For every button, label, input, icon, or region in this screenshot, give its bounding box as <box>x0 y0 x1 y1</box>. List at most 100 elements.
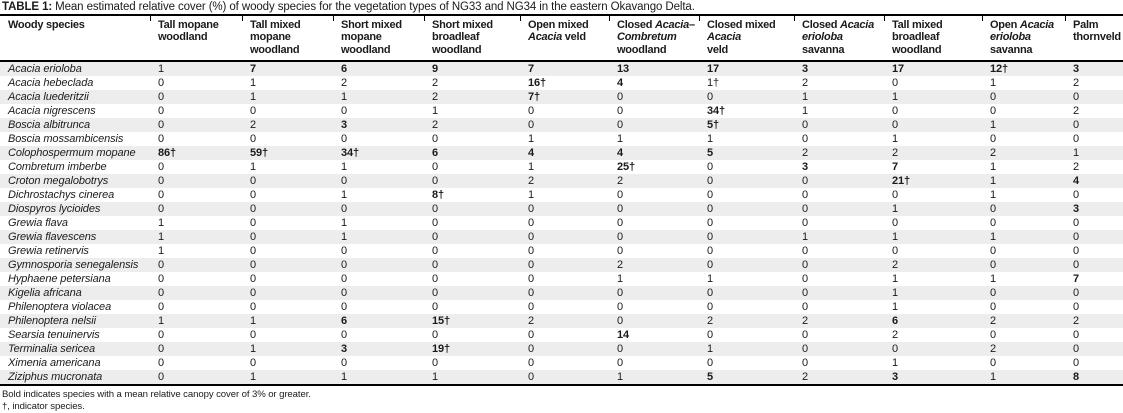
cover-value: 59† <box>250 147 269 160</box>
cover-value: 0 <box>707 203 714 216</box>
cover-value: 0 <box>707 329 714 342</box>
cover-value: 0 <box>707 231 714 244</box>
cover-value: 0 <box>802 217 809 230</box>
cover-value: 0 <box>432 133 439 146</box>
cover-value: 1 <box>250 161 257 174</box>
cover-value: 0 <box>990 203 997 216</box>
cover-value: 0 <box>341 105 348 118</box>
cover-value: 7† <box>528 91 541 104</box>
cover-value: 0 <box>707 175 714 188</box>
cover-value: 5† <box>707 119 720 132</box>
cover-value: 0 <box>617 105 624 118</box>
cover-value: 0 <box>802 329 809 342</box>
column-header: Closed Acacia– Combretum woodland <box>609 15 699 61</box>
cover-value: 0 <box>158 329 165 342</box>
cover-value: 0 <box>341 357 348 370</box>
cover-value: 1 <box>432 105 439 118</box>
cover-value: 0 <box>1073 357 1080 370</box>
table-row: Grewia flava 1 0 1 0 0 0 0 0 0 0 0 <box>0 216 1123 230</box>
cover-value: 1 <box>250 91 257 104</box>
cover-value: 3 <box>892 371 899 384</box>
cover-value: 1 <box>158 245 165 258</box>
cover-value: 0 <box>341 259 348 272</box>
cover-value: 0 <box>158 259 165 272</box>
cover-value: 0 <box>990 329 997 342</box>
cover-value: 0 <box>892 105 899 118</box>
cover-value: 1 <box>158 63 165 76</box>
cover-value: 2 <box>892 259 899 272</box>
cover-value: 1 <box>617 273 624 286</box>
cover-value: 0 <box>707 301 714 314</box>
cover-value: 0 <box>528 105 535 118</box>
cover-value: 2 <box>432 91 439 104</box>
cover-value: 0 <box>250 203 257 216</box>
species-name: Terminalia sericea <box>8 343 96 356</box>
cover-value: 2 <box>990 147 997 160</box>
cover-value: 0 <box>892 77 899 90</box>
cover-value: 0 <box>432 217 439 230</box>
cover-value: 0 <box>990 245 997 258</box>
table-row: Dichrostachys cinerea 0 0 1 8† 1 0 0 0 0 1 0 <box>0 188 1123 202</box>
table-row: Boscia mossambicensis 0 0 0 0 1 1 1 0 1 0 0 <box>0 132 1123 146</box>
cover-value: 0 <box>250 259 257 272</box>
table-row: Terminalia sericea 0 1 3 19† 0 0 1 0 0 2 0 <box>0 342 1123 357</box>
cover-value: 0 <box>528 259 535 272</box>
cover-value: 3 <box>1073 63 1080 76</box>
cover-value: 7 <box>528 63 535 76</box>
cover-value: 0 <box>158 287 165 300</box>
cover-value: 1 <box>990 371 997 384</box>
cover-value: 0 <box>528 301 535 314</box>
cover-value: 0 <box>250 175 257 188</box>
cover-value: 21† <box>892 175 911 188</box>
table-row: Philenoptera nelsii 1 1 6 15† 2 0 2 2 6 2 2 <box>0 314 1123 329</box>
cover-value: 0 <box>707 245 714 258</box>
column-header: Closed mixed Acacia veld <box>699 15 794 61</box>
cover-value: 0 <box>432 231 439 244</box>
cover-value: 0 <box>528 245 535 258</box>
cover-value: 0 <box>432 259 439 272</box>
species-name: Kigelia africana <box>8 287 82 300</box>
table-row: Gymnosporia senegalensis 0 0 0 0 0 2 0 0 2 0 0 <box>0 258 1123 273</box>
table-row: Hyphaene petersiana 0 0 0 0 0 1 1 0 1 1 7 <box>0 272 1123 286</box>
cover-value: 0 <box>158 133 165 146</box>
species-name: Acacia nigrescens <box>8 105 96 118</box>
cover-value: 0 <box>158 189 165 202</box>
species-name: Dichrostachys cinerea <box>8 189 115 202</box>
cover-value: 4 <box>617 147 624 160</box>
table-row: Acacia hebeclada 0 1 2 2 16† 4 1† 2 0 1 2 <box>0 76 1123 90</box>
cover-value: 0 <box>158 161 165 174</box>
column-header: Tall mopane woodland <box>150 15 242 61</box>
cover-value: 1 <box>250 371 257 384</box>
table-body: Acacia erioloba 1 7 6 9 7 13 17 3 17 12† 3 Acacia he… <box>0 61 1123 386</box>
cover-value: 4 <box>528 147 535 160</box>
cover-value: 1 <box>990 119 997 132</box>
cover-value: 0 <box>802 301 809 314</box>
cover-value: 3 <box>341 343 348 356</box>
cover-value: 0 <box>617 357 624 370</box>
cover-value: 1 <box>990 273 997 286</box>
cover-value: 12† <box>990 63 1009 76</box>
cover-value: 0 <box>1073 287 1080 300</box>
species-name: Grewia flavescens <box>8 231 97 244</box>
cover-value: 0 <box>250 189 257 202</box>
cover-value: 0 <box>892 217 899 230</box>
cover-value: 0 <box>528 357 535 370</box>
cover-value: 2 <box>617 175 624 188</box>
cover-value: 0 <box>990 357 997 370</box>
cover-value: 0 <box>158 77 165 90</box>
cover-value: 0 <box>158 357 165 370</box>
cover-value: 0 <box>802 287 809 300</box>
cover-value: 0 <box>990 259 997 272</box>
cover-value: 0 <box>250 105 257 118</box>
cover-value: 1† <box>707 77 720 90</box>
cover-value: 3 <box>341 119 348 132</box>
cover-value: 0 <box>158 301 165 314</box>
species-name: Hyphaene petersiana <box>8 273 111 286</box>
cover-value: 0 <box>250 287 257 300</box>
cover-value: 0 <box>1073 301 1080 314</box>
cover-value: 0 <box>617 217 624 230</box>
cover-value: 0 <box>1073 329 1080 342</box>
cover-value: 1 <box>341 231 348 244</box>
header-row: Woody species Tall mopane woodland Tall mi… <box>0 15 1123 62</box>
cover-value: 7 <box>892 161 899 174</box>
